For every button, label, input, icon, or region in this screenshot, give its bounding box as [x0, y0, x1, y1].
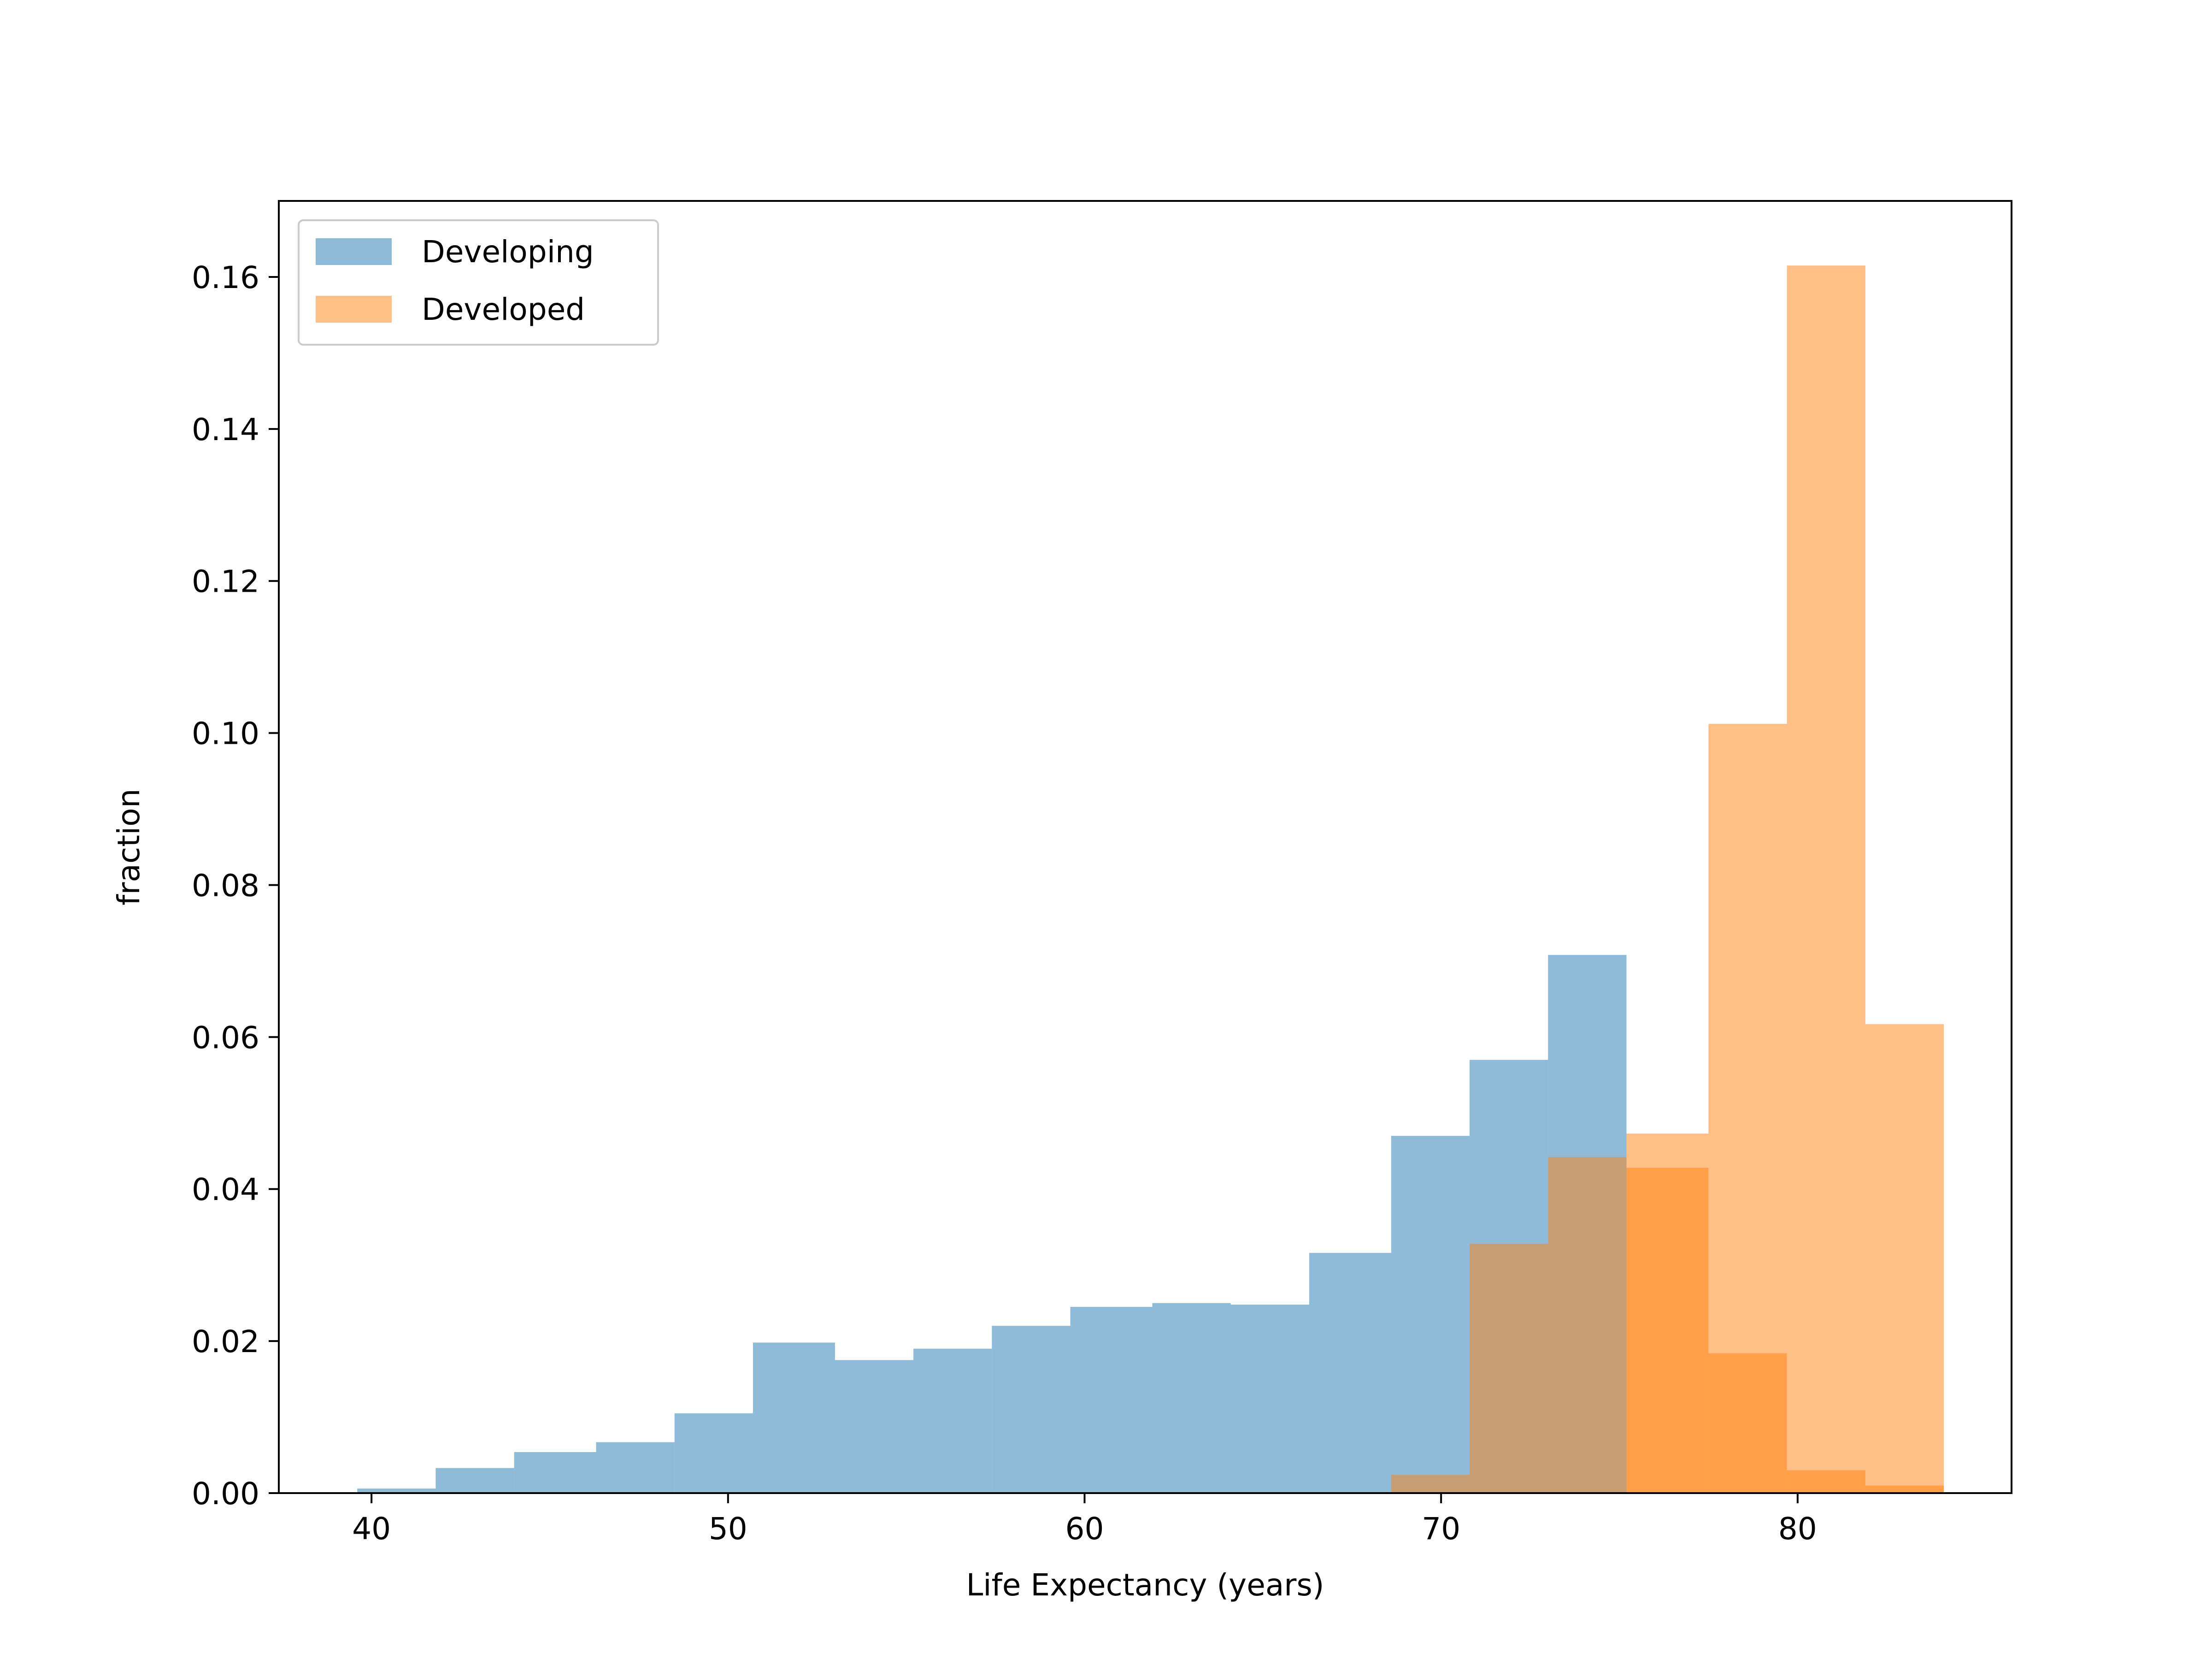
developed-bar-3 — [1865, 1024, 1944, 1493]
developing-bar-8 — [992, 1326, 1071, 1493]
x-tick-label-3: 70 — [1422, 1511, 1460, 1547]
developing-bar-5 — [753, 1342, 835, 1493]
y-tick-label-4: 0.08 — [192, 868, 259, 903]
series-developed-bars — [1391, 265, 1944, 1494]
developing-bar-11 — [1230, 1304, 1309, 1493]
plot-frame — [278, 200, 2012, 1494]
developed-overlap-bar-2 — [1548, 1157, 1627, 1493]
developing-bar-4 — [674, 1413, 753, 1493]
developing-bar-7 — [913, 1348, 992, 1493]
y-tick-label-6: 0.12 — [192, 564, 259, 600]
y-tick-label-8: 0.16 — [192, 260, 259, 295]
legend: Developing Developed — [298, 219, 659, 346]
y-axis-label: fraction — [111, 788, 147, 906]
y-tick-label-2: 0.04 — [192, 1172, 259, 1207]
developing-bar-6 — [835, 1360, 914, 1493]
x-tick-label-1: 50 — [709, 1511, 747, 1547]
developed-overlap-bar-0 — [1391, 1475, 1470, 1493]
y-tick-label-5: 0.10 — [192, 716, 259, 752]
x-tick-label-2: 60 — [1065, 1511, 1104, 1547]
developed-overlap-bar-1 — [1470, 1243, 1548, 1493]
legend-swatch-developed — [316, 296, 392, 323]
y-axis-ticks: 0.00 0.02 0.04 0.06 0.08 0.10 0.12 0.14 0.16 — [192, 260, 279, 1512]
developed-bar-0 — [1626, 1133, 1709, 1493]
legend-swatch-developing — [316, 238, 392, 265]
y-tick-label-0: 0.00 — [192, 1476, 259, 1512]
x-tick-label-0: 40 — [352, 1511, 391, 1547]
y-tick-label-1: 0.02 — [192, 1324, 259, 1359]
developing-bar-3 — [596, 1442, 675, 1493]
legend-label-developing: Developing — [422, 234, 594, 270]
developed-bar-2 — [1787, 265, 1865, 1494]
y-tick-label-7: 0.14 — [192, 412, 259, 447]
legend-label-developed: Developed — [422, 292, 585, 327]
developing-bar-0 — [357, 1488, 436, 1493]
developing-bar-1 — [435, 1468, 514, 1493]
x-tick-label-4: 80 — [1778, 1511, 1817, 1547]
x-axis-ticks: 40 50 60 70 80 — [352, 1493, 1817, 1547]
developing-bar-2 — [514, 1452, 596, 1493]
x-axis-label: Life Expectancy (years) — [966, 1567, 1324, 1603]
y-tick-label-3: 0.06 — [192, 1020, 259, 1055]
developing-bar-10 — [1152, 1303, 1231, 1493]
developing-bar-13 — [1391, 1135, 1470, 1493]
developing-bar-9 — [1070, 1306, 1153, 1493]
developed-bar-1 — [1708, 724, 1787, 1493]
developing-bar-12 — [1309, 1253, 1391, 1493]
